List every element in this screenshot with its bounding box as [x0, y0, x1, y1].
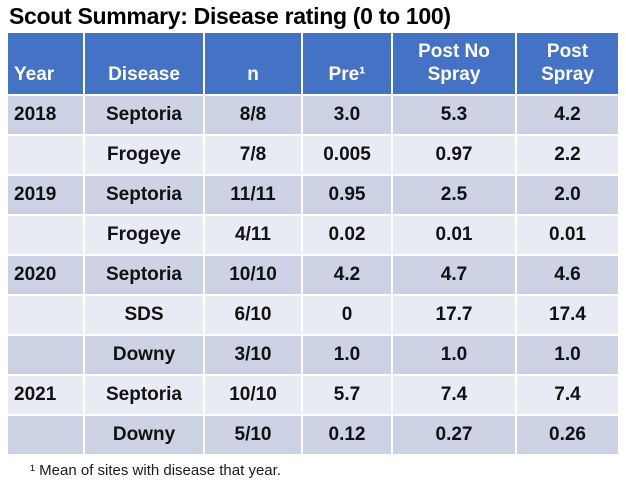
cell-post-spray: 7.4 — [517, 376, 618, 414]
cell-disease: Septoria — [85, 96, 203, 134]
table-row: Frogeye 7/8 0.005 0.97 2.2 — [8, 136, 618, 174]
table-header-row: Year Disease n Pre¹ Post No Spray Post S… — [8, 33, 618, 94]
cell-post-no-spray: 0.97 — [393, 136, 515, 174]
cell-n: 11/11 — [205, 176, 301, 214]
table-row: Downy 5/10 0.12 0.27 0.26 — [8, 416, 618, 454]
cell-post-spray: 1.0 — [517, 336, 618, 374]
cell-pre: 1.0 — [303, 336, 391, 374]
column-header-pre: Pre¹ — [303, 33, 391, 94]
cell-disease: Downy — [85, 416, 203, 454]
cell-post-spray: 4.2 — [517, 96, 618, 134]
cell-year: 2019 — [8, 176, 83, 214]
cell-disease: Septoria — [85, 176, 203, 214]
cell-year — [8, 336, 83, 374]
cell-n: 7/8 — [205, 136, 301, 174]
cell-year: 2020 — [8, 256, 83, 294]
cell-year — [8, 416, 83, 454]
table-row: 2018 Septoria 8/8 3.0 5.3 4.2 — [8, 96, 618, 134]
cell-disease: Downy — [85, 336, 203, 374]
table-row: 2021 Septoria 10/10 5.7 7.4 7.4 — [8, 376, 618, 414]
cell-n: 10/10 — [205, 256, 301, 294]
cell-year — [8, 136, 83, 174]
cell-post-no-spray: 5.3 — [393, 96, 515, 134]
cell-disease: Septoria — [85, 256, 203, 294]
cell-n: 6/10 — [205, 296, 301, 334]
cell-pre: 0.12 — [303, 416, 391, 454]
page-title: Scout Summary: Disease rating (0 to 100) — [9, 3, 451, 29]
cell-post-no-spray: 7.4 — [393, 376, 515, 414]
disease-summary-table: Year Disease n Pre¹ Post No Spray Post S… — [6, 31, 620, 456]
cell-year — [8, 216, 83, 254]
cell-pre: 5.7 — [303, 376, 391, 414]
cell-post-spray: 4.6 — [517, 256, 618, 294]
cell-post-no-spray: 0.01 — [393, 216, 515, 254]
cell-n: 8/8 — [205, 96, 301, 134]
cell-post-spray: 0.01 — [517, 216, 618, 254]
cell-post-spray: 2.2 — [517, 136, 618, 174]
cell-year: 2018 — [8, 96, 83, 134]
cell-year: 2021 — [8, 376, 83, 414]
cell-pre: 3.0 — [303, 96, 391, 134]
cell-pre: 0.02 — [303, 216, 391, 254]
cell-n: 5/10 — [205, 416, 301, 454]
cell-disease: SDS — [85, 296, 203, 334]
cell-n: 3/10 — [205, 336, 301, 374]
cell-pre: 0.95 — [303, 176, 391, 214]
cell-post-spray: 0.26 — [517, 416, 618, 454]
footnote: ¹ Mean of sites with disease that year. — [30, 462, 281, 479]
cell-pre: 0 — [303, 296, 391, 334]
cell-year — [8, 296, 83, 334]
cell-post-no-spray: 1.0 — [393, 336, 515, 374]
table-row: 2020 Septoria 10/10 4.2 4.7 4.6 — [8, 256, 618, 294]
cell-post-spray: 17.4 — [517, 296, 618, 334]
cell-n: 10/10 — [205, 376, 301, 414]
cell-disease: Septoria — [85, 376, 203, 414]
column-header-post-no-spray: Post No Spray — [393, 33, 515, 94]
cell-disease: Frogeye — [85, 136, 203, 174]
slide: Scout Summary: Disease rating (0 to 100)… — [0, 3, 626, 479]
cell-disease: Frogeye — [85, 216, 203, 254]
cell-pre: 4.2 — [303, 256, 391, 294]
cell-post-no-spray: 0.27 — [393, 416, 515, 454]
column-header-post-spray: Post Spray — [517, 33, 618, 94]
cell-pre: 0.005 — [303, 136, 391, 174]
table-row: SDS 6/10 0 17.7 17.4 — [8, 296, 618, 334]
cell-post-no-spray: 4.7 — [393, 256, 515, 294]
table-row: Frogeye 4/11 0.02 0.01 0.01 — [8, 216, 618, 254]
column-header-disease: Disease — [85, 33, 203, 94]
cell-post-no-spray: 2.5 — [393, 176, 515, 214]
cell-post-spray: 2.0 — [517, 176, 618, 214]
cell-post-no-spray: 17.7 — [393, 296, 515, 334]
table-row: 2019 Septoria 11/11 0.95 2.5 2.0 — [8, 176, 618, 214]
column-header-n: n — [205, 33, 301, 94]
table-row: Downy 3/10 1.0 1.0 1.0 — [8, 336, 618, 374]
column-header-year: Year — [8, 33, 83, 94]
cell-n: 4/11 — [205, 216, 301, 254]
